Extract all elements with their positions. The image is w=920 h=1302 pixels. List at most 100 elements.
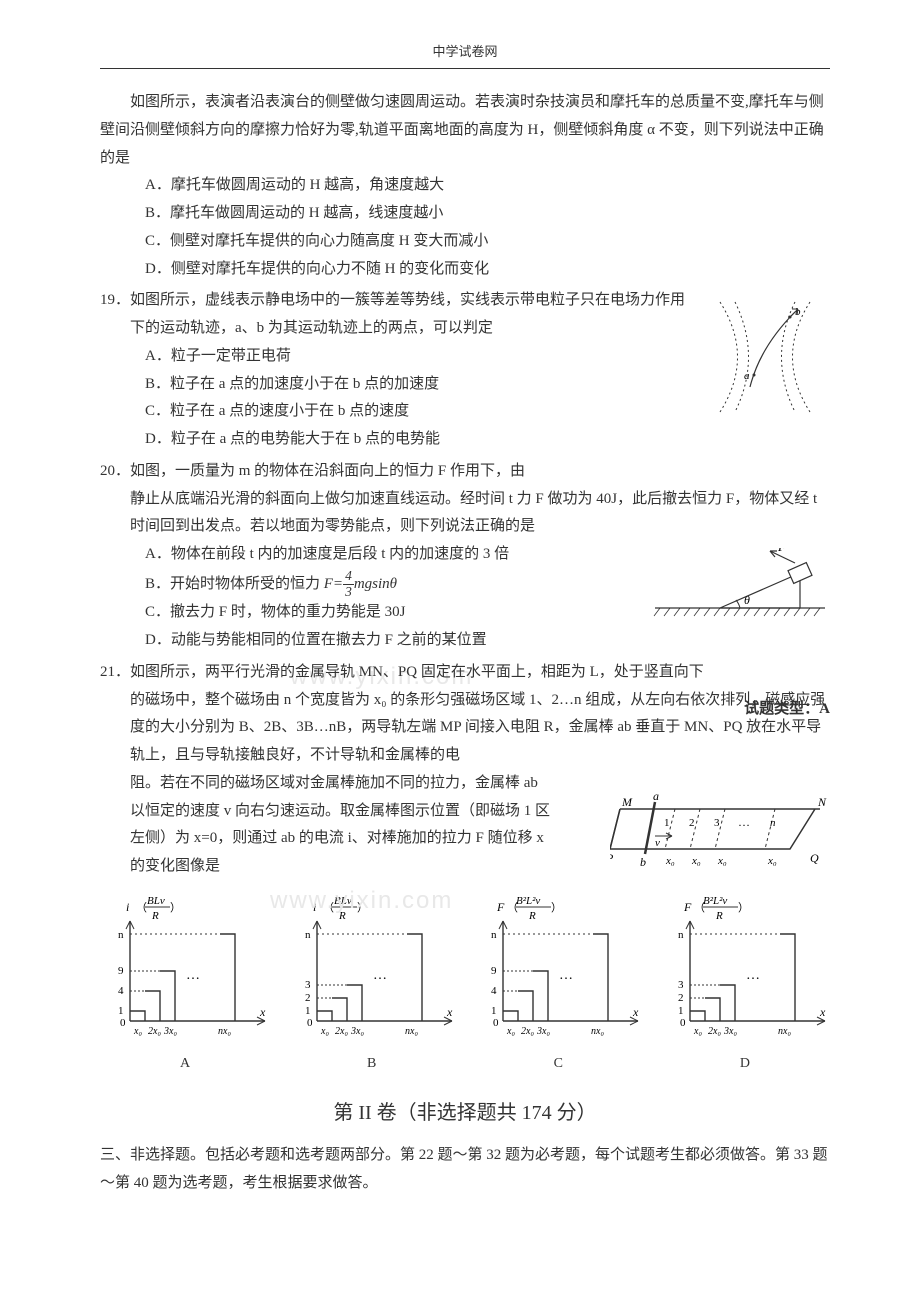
svg-text:nx₀: nx₀ [591,1026,604,1037]
q21-stem-2: 的磁场中，整个磁场由 n 个宽度皆为 x₀ 的条形匀强磁场区域 1、2…n 组成… [100,687,830,770]
svg-text:b: b [640,855,646,869]
q18-opt-D: D．侧壁对摩托车提供的向心力不随 H 的变化而变化 [100,256,830,284]
svg-text:0: 0 [493,1017,499,1029]
svg-text:F: F [777,548,787,554]
q20-stem-1: 20．如图，一质量为 m 的物体在沿斜面向上的恒力 F 作用下，由 [100,458,830,486]
svg-text:x₀: x₀ [665,855,675,867]
svg-text:4: 4 [118,985,124,997]
svg-text:x₀: x₀ [506,1026,515,1037]
svg-text:v: v [655,837,660,849]
svg-text:）: ） [551,901,562,914]
svg-text:2: 2 [678,992,684,1004]
svg-text:3: 3 [305,979,311,991]
svg-text:nx₀: nx₀ [218,1026,231,1037]
question-21: 21．如图所示，两平行光滑的金属导轨 MN、PQ 固定在水平面上，相距为 L，处… [100,659,830,881]
section-2-title: 第 II 卷（非选择题共 174 分） [100,1095,830,1132]
svg-text:x: x [259,1005,266,1019]
svg-text:F: F [683,900,692,914]
svg-text:R: R [715,910,723,922]
svg-text:1: 1 [664,817,670,829]
svg-text:x: x [632,1005,639,1019]
svg-text:n: n [491,929,497,941]
svg-text:nx₀: nx₀ [778,1026,791,1037]
q18-opt-C: C．侧壁对摩托车提供的向心力随高度 H 变大而减小 [100,228,830,256]
frac-num: 4 [343,569,354,585]
chart-C: F （ B²L²v R ） x 0 1 4 9 n [473,891,643,1077]
chart-D-svg: F （ B²L²v R ） x 0 1 2 3 n [660,891,830,1041]
frac-den: 3 [343,585,354,600]
svg-text:1: 1 [305,1005,311,1017]
instruct-text: 三、非选择题。包括必考题和选考题两部分。第 22 题～第 32 题为必考题，每个… [100,1142,830,1198]
q18-stem: 如图所示，表演者沿表演台的侧壁做匀速圆周运动。若表演时杂技演员和摩托车的总质量不… [100,89,830,172]
svg-text:…: … [559,968,573,983]
chart-D-label: D [660,1051,830,1077]
svg-text:2x₀: 2x₀ [708,1026,721,1037]
svg-text:M: M [621,795,633,809]
svg-text:2x₀: 2x₀ [148,1026,161,1037]
svg-text:3x₀: 3x₀ [723,1026,737,1037]
svg-text:3: 3 [678,979,684,991]
svg-text:x₀: x₀ [320,1026,329,1037]
svg-text:2x₀: 2x₀ [521,1026,534,1037]
svg-text:3x₀: 3x₀ [163,1026,177,1037]
svg-text:2: 2 [689,817,695,829]
svg-text:1: 1 [118,1005,124,1017]
q20-opt-D: D．动能与势能相同的位置在撤去力 F 之前的某位置 [100,627,830,655]
svg-text:N: N [817,795,827,809]
q20-B-rhs: mgsinθ [354,576,397,592]
q21-stem-1: 21．如图所示，两平行光滑的金属导轨 MN、PQ 固定在水平面上，相距为 L，处… [100,659,830,687]
svg-text:x: x [446,1005,453,1019]
q21-stem-3: 阻。若在不同的磁场区域对金属棒施加不同的拉力，金属棒 ab 以恒定的速度 v 向… [100,770,553,881]
chart-B-label: B [287,1051,457,1077]
svg-text:n: n [678,929,684,941]
svg-text:0: 0 [680,1017,686,1029]
svg-text:9: 9 [491,965,497,977]
svg-text:…: … [373,968,387,983]
section-2-instructions: 三、非选择题。包括必考题和选考题两部分。第 22 题～第 32 题为必考题，每个… [100,1142,830,1198]
question-20: 20．如图，一质量为 m 的物体在沿斜面向上的恒力 F 作用下，由 静止从底端沿… [100,458,830,655]
chart-A-label: A [100,1051,270,1077]
svg-text:）: ） [738,901,749,914]
svg-text:2x₀: 2x₀ [335,1026,348,1037]
svg-text:3x₀: 3x₀ [350,1026,364,1037]
chart-C-svg: F （ B²L²v R ） x 0 1 4 9 n [473,891,643,1041]
chart-A: i （ BLv R ） x 0 1 4 9 n [100,891,270,1077]
q20-B-lhs: F= [324,576,343,592]
svg-text:0: 0 [120,1017,126,1029]
svg-text:1: 1 [678,1005,684,1017]
q20-stem-2: 静止从底端沿光滑的斜面向上做匀加速直线运动。经时间 t 力 F 做功为 40J，… [100,486,830,542]
q18-opt-B: B．摩托车做圆周运动的 H 越高，线速度越小 [100,200,830,228]
svg-text:BLv: BLv [334,895,352,907]
svg-text:3: 3 [714,817,720,829]
figure-q21-rails: a b M P N Q 12 3… n v x₀ x₀ x₀ x₀ [610,784,830,874]
svg-text:x₀: x₀ [133,1026,142,1037]
svg-text:x₀: x₀ [717,855,727,867]
figure-q20-incline: θ F [650,548,830,618]
svg-text:n: n [118,929,124,941]
chart-A-svg: i （ BLv R ） x 0 1 4 9 n [100,891,270,1041]
svg-text:x: x [819,1005,826,1019]
svg-text:B²L²v: B²L²v [703,895,727,907]
question-19: 19．如图所示，虚线表示静电场中的一簇等差等势线，实线表示带电粒子只在电场力作用… [100,287,830,454]
q18-opt-A: A．摩托车做圆周运动的 H 越高，角速度越大 [100,172,830,200]
svg-text:9: 9 [118,965,124,977]
svg-text:n: n [305,929,311,941]
q19-opt-D: D．粒子在 a 点的电势能大于在 b 点的电势能 [100,426,830,454]
svg-text:x₀: x₀ [693,1026,702,1037]
svg-text:2: 2 [305,992,311,1004]
svg-text:4: 4 [491,985,497,997]
chart-B-svg: i （ BLv R ） x 0 1 2 3 n [287,891,457,1041]
page-container: 中学试卷网 如图所示，表演者沿表演台的侧壁做匀速圆周运动。若表演时杂技演员和摩托… [0,0,920,1302]
svg-text:…: … [746,968,760,983]
svg-text:0: 0 [307,1017,313,1029]
question-18-cont: 如图所示，表演者沿表演台的侧壁做匀速圆周运动。若表演时杂技演员和摩托车的总质量不… [100,89,830,283]
chart-A-unit-num: BLv [147,895,165,907]
svg-text:）: ） [357,901,368,914]
chart-A-ylabel: i [126,900,129,914]
svg-text:a: a [653,789,659,803]
q20-B-pre: B．开始时物体所受的恒力 [145,576,324,592]
svg-text:i: i [313,900,316,914]
svg-text:n: n [770,817,776,829]
svg-text:nx₀: nx₀ [405,1026,418,1037]
svg-text:…: … [186,968,200,983]
